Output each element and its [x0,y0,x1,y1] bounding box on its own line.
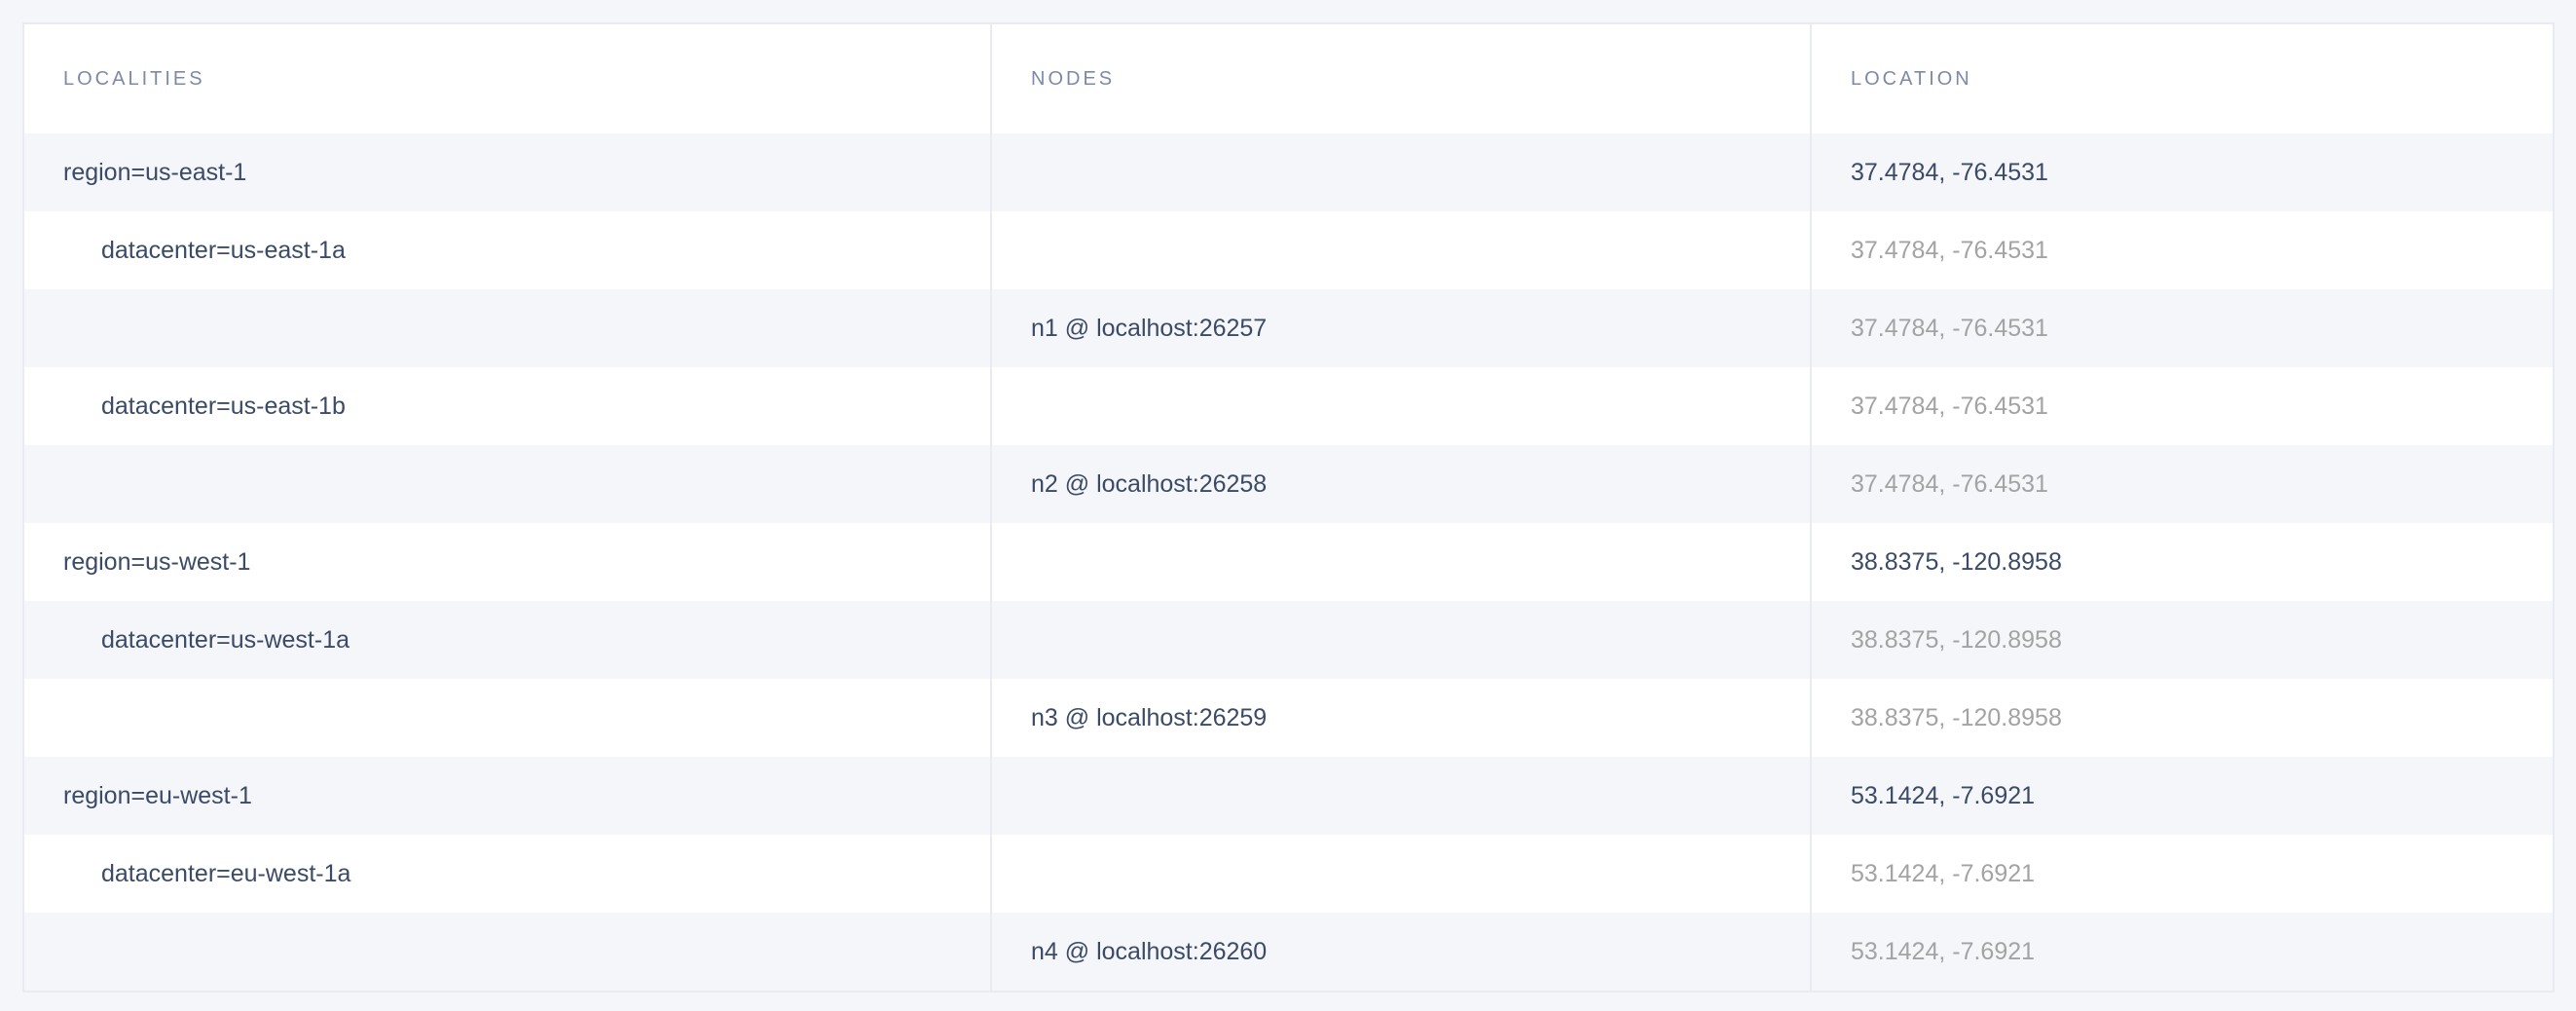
location-cell: 37.4784, -76.4531 [1851,158,2048,186]
node-cell[interactable]: n2 @ localhost:26258 [992,445,1812,523]
locality-cell: datacenter=us-east-1a [24,211,992,289]
locality-cell [24,289,992,367]
location-cell: 53.1424, -7.6921 [1851,937,2036,965]
locality-cell: region=eu-west-1 [24,757,992,835]
table-row: n4 @ localhost:26260 53.1424, -7.6921 [24,913,2553,991]
table-header: LOCALITIES NODES LOCATION [24,24,2553,133]
localities-table: LOCALITIES NODES LOCATION region=us-east… [22,22,2555,992]
table-body: region=us-east-1 37.4784, -76.4531 datacen… [24,133,2553,991]
header-nodes: NODES [992,24,1812,133]
locality-cell: datacenter=us-west-1a [24,601,992,679]
locality-cell [24,913,992,991]
location-cell: 53.1424, -7.6921 [1851,859,2036,887]
locality-cell: datacenter=eu-west-1a [24,835,992,913]
node-cell [992,757,1812,835]
location-cell: 38.8375, -120.8958 [1851,547,2062,576]
locality-cell [24,679,992,757]
locality-cell: datacenter=us-east-1b [24,367,992,445]
location-cell: 37.4784, -76.4531 [1851,314,2048,342]
table-row: n1 @ localhost:26257 37.4784, -76.4531 [24,289,2553,367]
header-location: LOCATION [1851,67,1972,90]
table-row: region=us-east-1 37.4784, -76.4531 [24,133,2553,211]
table-row: datacenter=us-east-1a 37.4784, -76.4531 [24,211,2553,289]
node-cell[interactable]: n1 @ localhost:26257 [992,289,1812,367]
location-cell: 53.1424, -7.6921 [1851,781,2036,809]
table-row: region=us-west-1 38.8375, -120.8958 [24,523,2553,601]
table-row: n3 @ localhost:26259 38.8375, -120.8958 [24,679,2553,757]
location-cell: 38.8375, -120.8958 [1851,625,2062,654]
location-cell: 37.4784, -76.4531 [1851,469,2048,498]
table-row: datacenter=us-east-1b 37.4784, -76.4531 [24,367,2553,445]
node-cell[interactable]: n3 @ localhost:26259 [992,679,1812,757]
location-cell: 38.8375, -120.8958 [1851,703,2062,731]
node-cell [992,835,1812,913]
table-row: region=eu-west-1 53.1424, -7.6921 [24,757,2553,835]
node-cell [992,133,1812,211]
table-row: datacenter=us-west-1a 38.8375, -120.8958 [24,601,2553,679]
locality-cell: region=us-west-1 [24,523,992,601]
node-cell [992,601,1812,679]
location-cell: 37.4784, -76.4531 [1851,236,2048,264]
node-cell [992,211,1812,289]
table-row: datacenter=eu-west-1a 53.1424, -7.6921 [24,835,2553,913]
node-cell [992,523,1812,601]
node-cell [992,367,1812,445]
location-cell: 37.4784, -76.4531 [1851,392,2048,420]
node-cell[interactable]: n4 @ localhost:26260 [992,913,1812,991]
locality-cell: region=us-east-1 [24,133,992,211]
table-row: n2 @ localhost:26258 37.4784, -76.4531 [24,445,2553,523]
locality-cell [24,445,992,523]
header-localities: LOCALITIES [24,24,992,133]
